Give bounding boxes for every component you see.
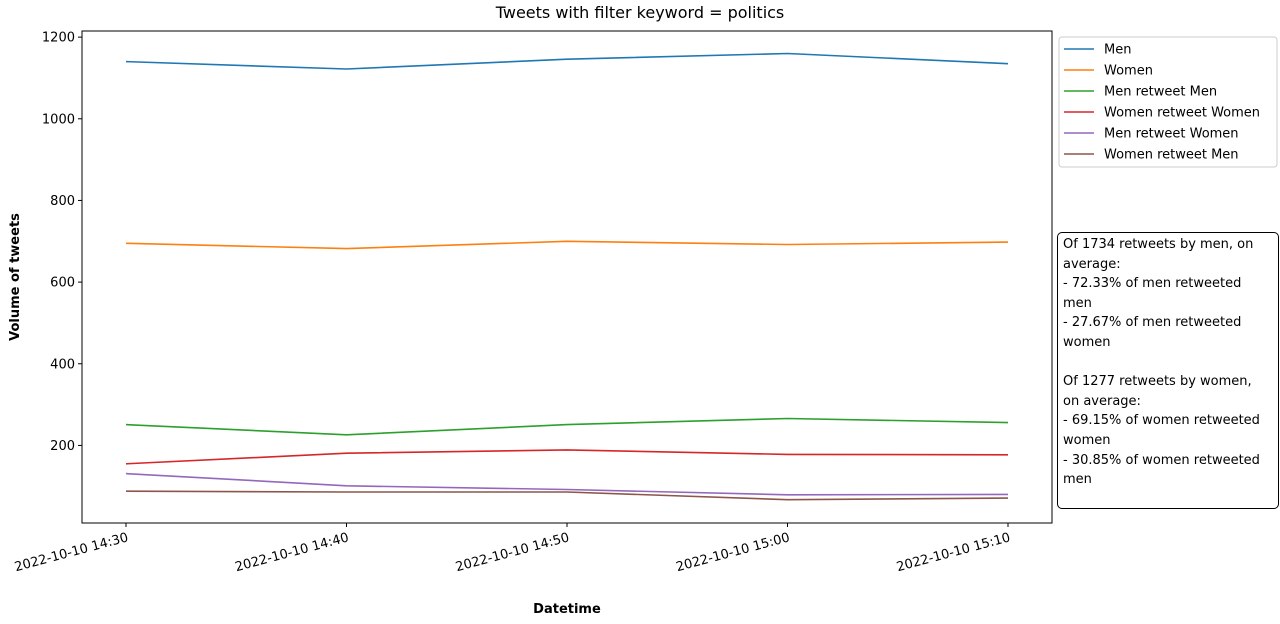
annotation-line: Of 1277 retweets by women,	[1063, 374, 1252, 390]
annotation-men-block: Of 1734 retweets by men, on average: - 72.…	[1063, 235, 1273, 353]
annotation-line: women	[1063, 334, 1111, 350]
legend-label: Women retweet Women	[1104, 106, 1260, 121]
legend-label: Women	[1104, 64, 1153, 79]
y-tick-label: 600	[50, 276, 75, 291]
chart-title: Tweets with filter keyword = politics	[495, 3, 785, 22]
annotation-line: men	[1063, 472, 1092, 488]
y-axis-label: Volume of tweets	[8, 213, 23, 341]
x-tick-label: 2022-10-10 15:00	[674, 530, 791, 575]
legend-label: Men retweet Women	[1104, 127, 1239, 142]
series-line-2	[125, 240, 1009, 250]
legend-label: Women retweet Men	[1104, 148, 1239, 163]
x-axis-label: Datetime	[533, 602, 601, 617]
x-tick-label: 2022-10-10 14:50	[454, 530, 571, 575]
legend-frame	[1058, 36, 1278, 168]
y-tick-label: 1200	[42, 31, 75, 46]
y-tick-label: 400	[50, 357, 75, 372]
annotation-line: average:	[1063, 256, 1121, 272]
annotation-line: Of 1734 retweets by men, on	[1063, 237, 1254, 252]
x-tick-label: 2022-10-10 14:40	[233, 530, 350, 575]
legend-label: Men	[1104, 43, 1131, 58]
annotation-line: on average:	[1063, 393, 1141, 409]
legend-label: Men retweet Men	[1104, 85, 1217, 100]
series-line-1	[125, 52, 1009, 70]
x-tick-label: 2022-10-10 15:10	[895, 530, 1012, 575]
annotation-gap	[1063, 353, 1273, 373]
legend-entries: Men Women Men retweet Men Women retweet Wom…	[1064, 43, 1260, 163]
series-lines	[125, 52, 1009, 501]
series-line-6	[125, 490, 1009, 501]
y-axis: 200 400 600 800 1000 1200	[42, 31, 82, 454]
y-tick-label: 200	[50, 439, 75, 454]
annotation-line: men	[1063, 295, 1092, 311]
legend: Men Women Men retweet Men Women retweet Wom…	[1058, 36, 1278, 168]
annotation-box: Of 1734 retweets by men, on average: - 72.…	[1057, 232, 1279, 509]
series-line-3	[125, 417, 1009, 436]
y-tick-label: 800	[50, 194, 75, 209]
x-tick-label: 2022-10-10 14:30	[13, 530, 130, 575]
series-line-5	[125, 472, 1009, 496]
annotation-line: women	[1063, 432, 1111, 448]
y-tick-label: 1000	[42, 112, 75, 127]
annotation-line: - 69.15% of women retweeted	[1063, 413, 1260, 429]
annotation-line: - 27.67% of men retweeted	[1063, 315, 1242, 331]
x-axis: 2022-10-10 14:30 2022-10-10 14:40 2022-10-…	[13, 523, 1012, 575]
annotation-line: - 72.33% of men retweeted	[1063, 276, 1242, 292]
annotation-women-block: Of 1277 retweets by women, on average: - 6…	[1063, 372, 1273, 490]
series-line-4	[125, 449, 1009, 465]
annotation-line: - 30.85% of women retweeted	[1063, 452, 1260, 468]
